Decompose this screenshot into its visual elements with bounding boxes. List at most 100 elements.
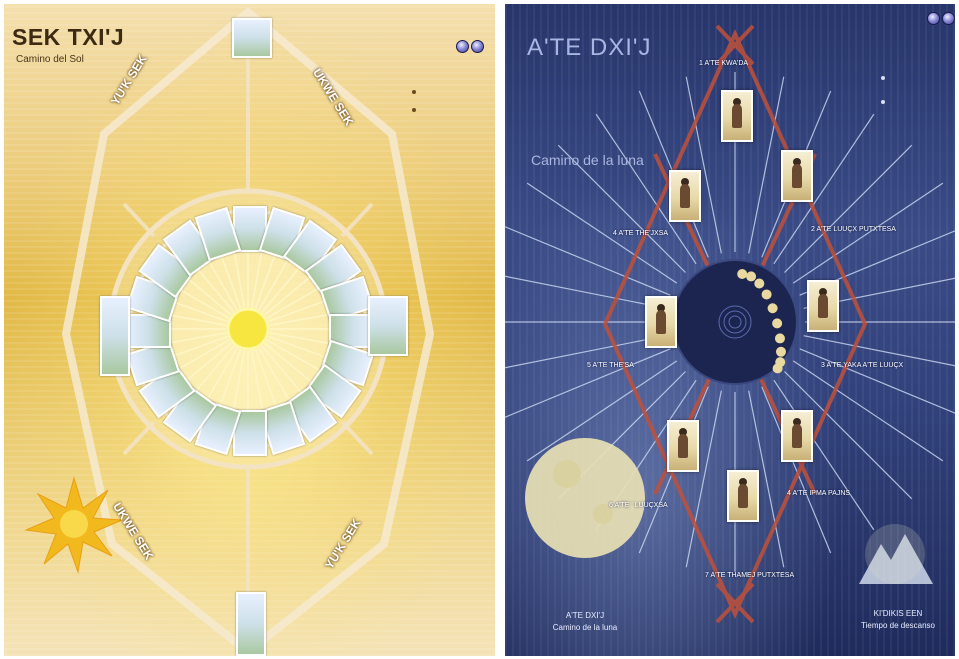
nav-sphere-icon[interactable] — [942, 12, 955, 25]
moon-phase-mark — [775, 346, 786, 357]
moon-ray — [792, 360, 944, 462]
moon-node-label: 5 A'TE THE'SA — [587, 362, 634, 369]
moon-node-label: 6 A'TE ' LUUÇXSA — [609, 502, 668, 509]
moon-ray — [792, 182, 944, 284]
sun-ray — [165, 332, 227, 345]
sun-ray — [168, 335, 228, 359]
ritual-card-north[interactable] — [232, 18, 272, 58]
figure-body — [680, 184, 690, 208]
moon-ray — [773, 379, 875, 531]
full-moon-icon[interactable] — [525, 438, 645, 558]
ritual-card-west[interactable] — [100, 296, 130, 376]
sun-ray — [168, 299, 228, 323]
sun-ray — [261, 345, 303, 394]
menu-link-1[interactable] — [412, 90, 419, 96]
menu-link-2[interactable] — [881, 100, 888, 106]
sun-ray — [266, 339, 322, 372]
sun-ray — [183, 342, 232, 384]
moon-node-label: 3 A'TE YAKA A'TE LUUÇX — [821, 362, 904, 369]
moon-ray — [505, 335, 667, 369]
moon-node-label: 7 A'TE THAMEJ PUTXTESA — [705, 572, 795, 579]
moon-phase-mark — [737, 269, 748, 279]
moon-ray — [505, 348, 671, 418]
moon-node-label: 1 A'TE KWA'DA — [699, 60, 749, 67]
page-title: SEK TXI'J — [12, 24, 125, 50]
moon-footer-caption[interactable]: A'TE DXI'J Camino de la luna — [552, 611, 618, 632]
moon-ray — [595, 113, 697, 265]
moon-ritual-card[interactable] — [645, 296, 677, 348]
moon-ray — [505, 275, 667, 309]
moon-path-panel: 1 A'TE KWA'DA 2 A'TE LUUÇX PUTXTESA 3 A'TE… — [505, 4, 955, 656]
page-subtitle: Camino de la luna — [531, 152, 644, 168]
moon-ray — [748, 76, 785, 254]
sun-ray — [232, 246, 245, 308]
moon-phase-mark — [754, 278, 765, 289]
sun-ray — [268, 335, 328, 359]
sun-ray — [258, 347, 291, 403]
figure-head — [819, 288, 827, 296]
figure-head — [793, 418, 801, 426]
menu-link-1[interactable] — [881, 76, 888, 82]
figure-body — [792, 424, 802, 448]
sun-calendar-wheel — [24, 6, 435, 656]
spiral-center-icon — [718, 305, 752, 339]
sun-ray — [193, 264, 235, 313]
sun-ray — [261, 264, 303, 313]
moon-ray — [526, 182, 678, 284]
moon-phase-mark — [774, 333, 785, 344]
sun-emblem-icon[interactable] — [24, 476, 123, 574]
rest-footer-caption[interactable]: KI'DIKIS EEN Tiempo de descanso — [861, 609, 935, 630]
moon-ray — [784, 371, 913, 500]
moon-ritual-card[interactable] — [781, 150, 813, 202]
moon-node-label: 2 A'TE LUUÇX PUTXTESA — [811, 226, 896, 233]
sun-ray — [264, 274, 313, 316]
sun-ray — [165, 313, 227, 326]
moon-phase-mark — [761, 289, 772, 300]
figure-body — [738, 484, 748, 508]
moon-ritual-card[interactable] — [669, 170, 701, 222]
sun-ray — [254, 249, 278, 309]
moon-ray — [773, 113, 875, 265]
figure-body — [678, 434, 688, 458]
moon-node-label: 4 A'TE THE'JXSA — [613, 230, 669, 237]
sun-path-panel: SEK TXI'J Camino del Sol YU'K SEK UKWE S… — [4, 4, 495, 656]
menu-link-2[interactable] — [412, 108, 419, 114]
figure-head — [657, 304, 665, 312]
figure-head — [681, 178, 689, 186]
moon-phase-mark — [746, 271, 757, 282]
moon-ritual-card[interactable] — [667, 420, 699, 472]
moon-ritual-card[interactable] — [727, 470, 759, 522]
moon-ray — [748, 390, 785, 568]
figure-head — [739, 478, 747, 486]
moon-ray — [685, 76, 722, 254]
moon-ray — [557, 144, 686, 273]
mountain-icon[interactable] — [859, 524, 933, 584]
moon-phase-mark — [772, 363, 783, 374]
ritual-card-east[interactable] — [368, 296, 408, 356]
sun-ray — [174, 286, 230, 319]
moon-ray — [685, 390, 722, 568]
ritual-card-south[interactable] — [236, 592, 266, 656]
sun-ray — [205, 255, 238, 311]
sun-ray — [218, 249, 242, 309]
moon-ritual-card[interactable] — [807, 280, 839, 332]
figure-head — [793, 158, 801, 166]
figure-body — [732, 104, 742, 128]
moon-ray — [505, 226, 671, 296]
nav-sphere-icon[interactable] — [927, 12, 940, 25]
sun-ray — [269, 332, 331, 345]
figure-head — [679, 428, 687, 436]
nav-sphere-icon[interactable] — [471, 40, 484, 53]
moon-ritual-card[interactable] — [721, 90, 753, 142]
moon-calendar-diagram — [505, 24, 955, 624]
sun-ray — [268, 299, 328, 323]
figure-head — [733, 98, 741, 106]
sun-ray — [251, 246, 264, 308]
sun-ray — [174, 339, 230, 372]
nav-sphere-icon[interactable] — [456, 40, 469, 53]
sun-ray — [218, 349, 242, 409]
moon-ritual-card[interactable] — [781, 410, 813, 462]
sun-ray — [193, 345, 235, 394]
sun-ray — [205, 347, 238, 403]
sun-ray — [258, 255, 291, 311]
